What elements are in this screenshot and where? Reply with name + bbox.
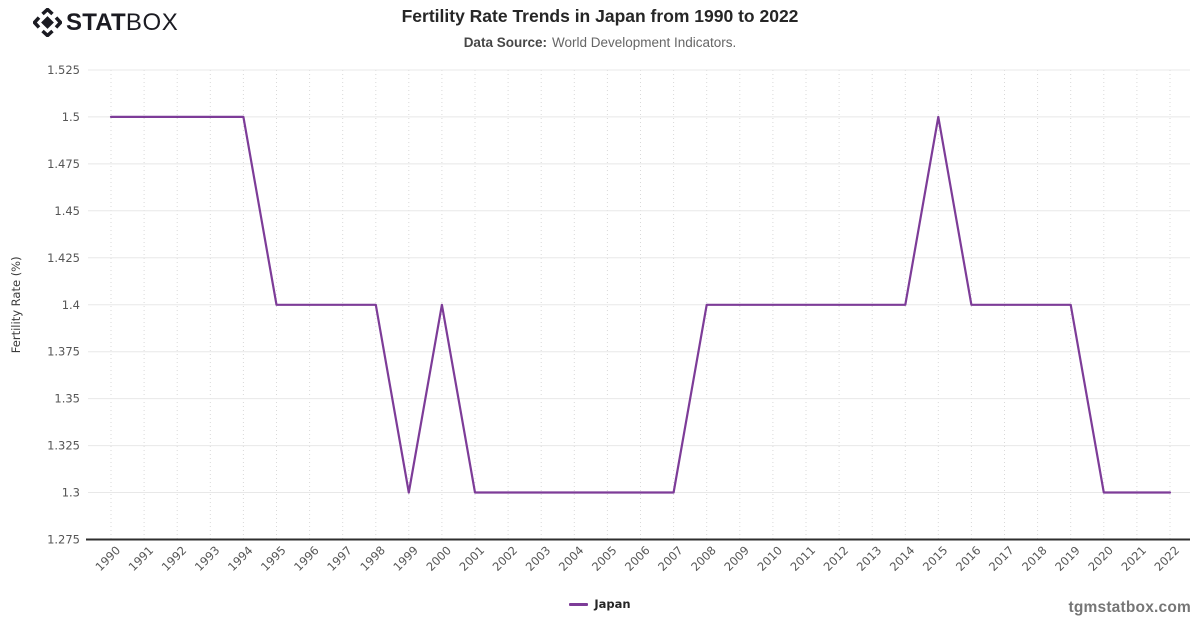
svg-text:1994: 1994 <box>225 543 256 574</box>
data-source-value: World Development Indicators. <box>551 35 737 50</box>
svg-text:1.3: 1.3 <box>62 486 80 500</box>
svg-text:2014: 2014 <box>887 543 918 574</box>
logo-text-stat: STAT <box>66 9 126 36</box>
svg-text:1991: 1991 <box>126 543 157 574</box>
legend: Japan <box>0 597 1200 611</box>
logo-text: STATBOX <box>66 8 178 37</box>
svg-text:2011: 2011 <box>788 543 819 574</box>
svg-text:1990: 1990 <box>93 543 124 574</box>
statbox-gem-icon <box>33 8 62 37</box>
svg-text:2002: 2002 <box>490 543 521 574</box>
svg-text:1998: 1998 <box>357 543 388 574</box>
svg-text:1997: 1997 <box>324 543 355 574</box>
svg-text:2016: 2016 <box>953 543 984 574</box>
svg-text:1.5: 1.5 <box>62 110 80 124</box>
svg-text:1.525: 1.525 <box>47 63 80 77</box>
svg-text:1992: 1992 <box>159 543 190 574</box>
svg-text:2020: 2020 <box>1085 543 1116 574</box>
legend-line-swatch <box>569 602 589 606</box>
svg-text:2003: 2003 <box>523 543 554 574</box>
svg-text:1.275: 1.275 <box>47 533 80 547</box>
chart-title: Fertility Rate Trends in Japan from 1990… <box>401 6 799 26</box>
x-tick-labels: 1990 1991 1992 1993 1994 1995 1996 1997 1998 1999… <box>93 543 1183 574</box>
logo-text-box: BOX <box>125 9 179 36</box>
svg-text:1993: 1993 <box>192 543 223 574</box>
svg-text:1995: 1995 <box>258 543 289 574</box>
svg-text:2009: 2009 <box>721 543 752 574</box>
svg-text:2021: 2021 <box>1118 543 1149 574</box>
svg-text:2017: 2017 <box>986 543 1017 574</box>
chart-subtitle: Data Source: World Development Indicators… <box>0 35 1200 50</box>
y-tick-labels: 1.275 1.3 1.325 1.35 1.375 1.4 1.425 1.45 1.475 1… <box>47 63 80 547</box>
svg-text:1.325: 1.325 <box>47 439 80 453</box>
svg-text:2008: 2008 <box>688 543 719 574</box>
svg-text:2019: 2019 <box>1052 543 1083 574</box>
svg-text:1.425: 1.425 <box>47 251 80 265</box>
series-line-japan <box>109 115 1172 494</box>
svg-text:2012: 2012 <box>821 543 852 574</box>
svg-text:2001: 2001 <box>457 543 488 574</box>
svg-text:2010: 2010 <box>754 543 785 574</box>
svg-text:2006: 2006 <box>622 543 653 574</box>
statbox-logo: STATBOX <box>33 8 178 37</box>
svg-text:1999: 1999 <box>390 543 421 574</box>
svg-text:1.375: 1.375 <box>47 345 80 359</box>
svg-text:2007: 2007 <box>655 543 686 574</box>
svg-text:1.4: 1.4 <box>62 298 80 312</box>
watermark: tgmstatbox.com <box>1068 599 1191 616</box>
legend-label: Japan <box>594 597 631 611</box>
y-axis-label: Fertility Rate (%) <box>9 256 23 353</box>
svg-text:1.475: 1.475 <box>47 157 80 171</box>
svg-text:2000: 2000 <box>423 543 454 574</box>
svg-text:2018: 2018 <box>1019 543 1050 574</box>
svg-text:2005: 2005 <box>589 543 620 574</box>
svg-text:1996: 1996 <box>291 543 322 574</box>
svg-text:2015: 2015 <box>920 543 951 574</box>
svg-text:2022: 2022 <box>1152 543 1183 574</box>
svg-text:2013: 2013 <box>854 543 885 574</box>
svg-text:2004: 2004 <box>556 543 587 574</box>
svg-text:1.45: 1.45 <box>54 204 80 218</box>
data-source-label: Data Source: <box>463 35 547 50</box>
svg-text:1.35: 1.35 <box>54 392 80 406</box>
